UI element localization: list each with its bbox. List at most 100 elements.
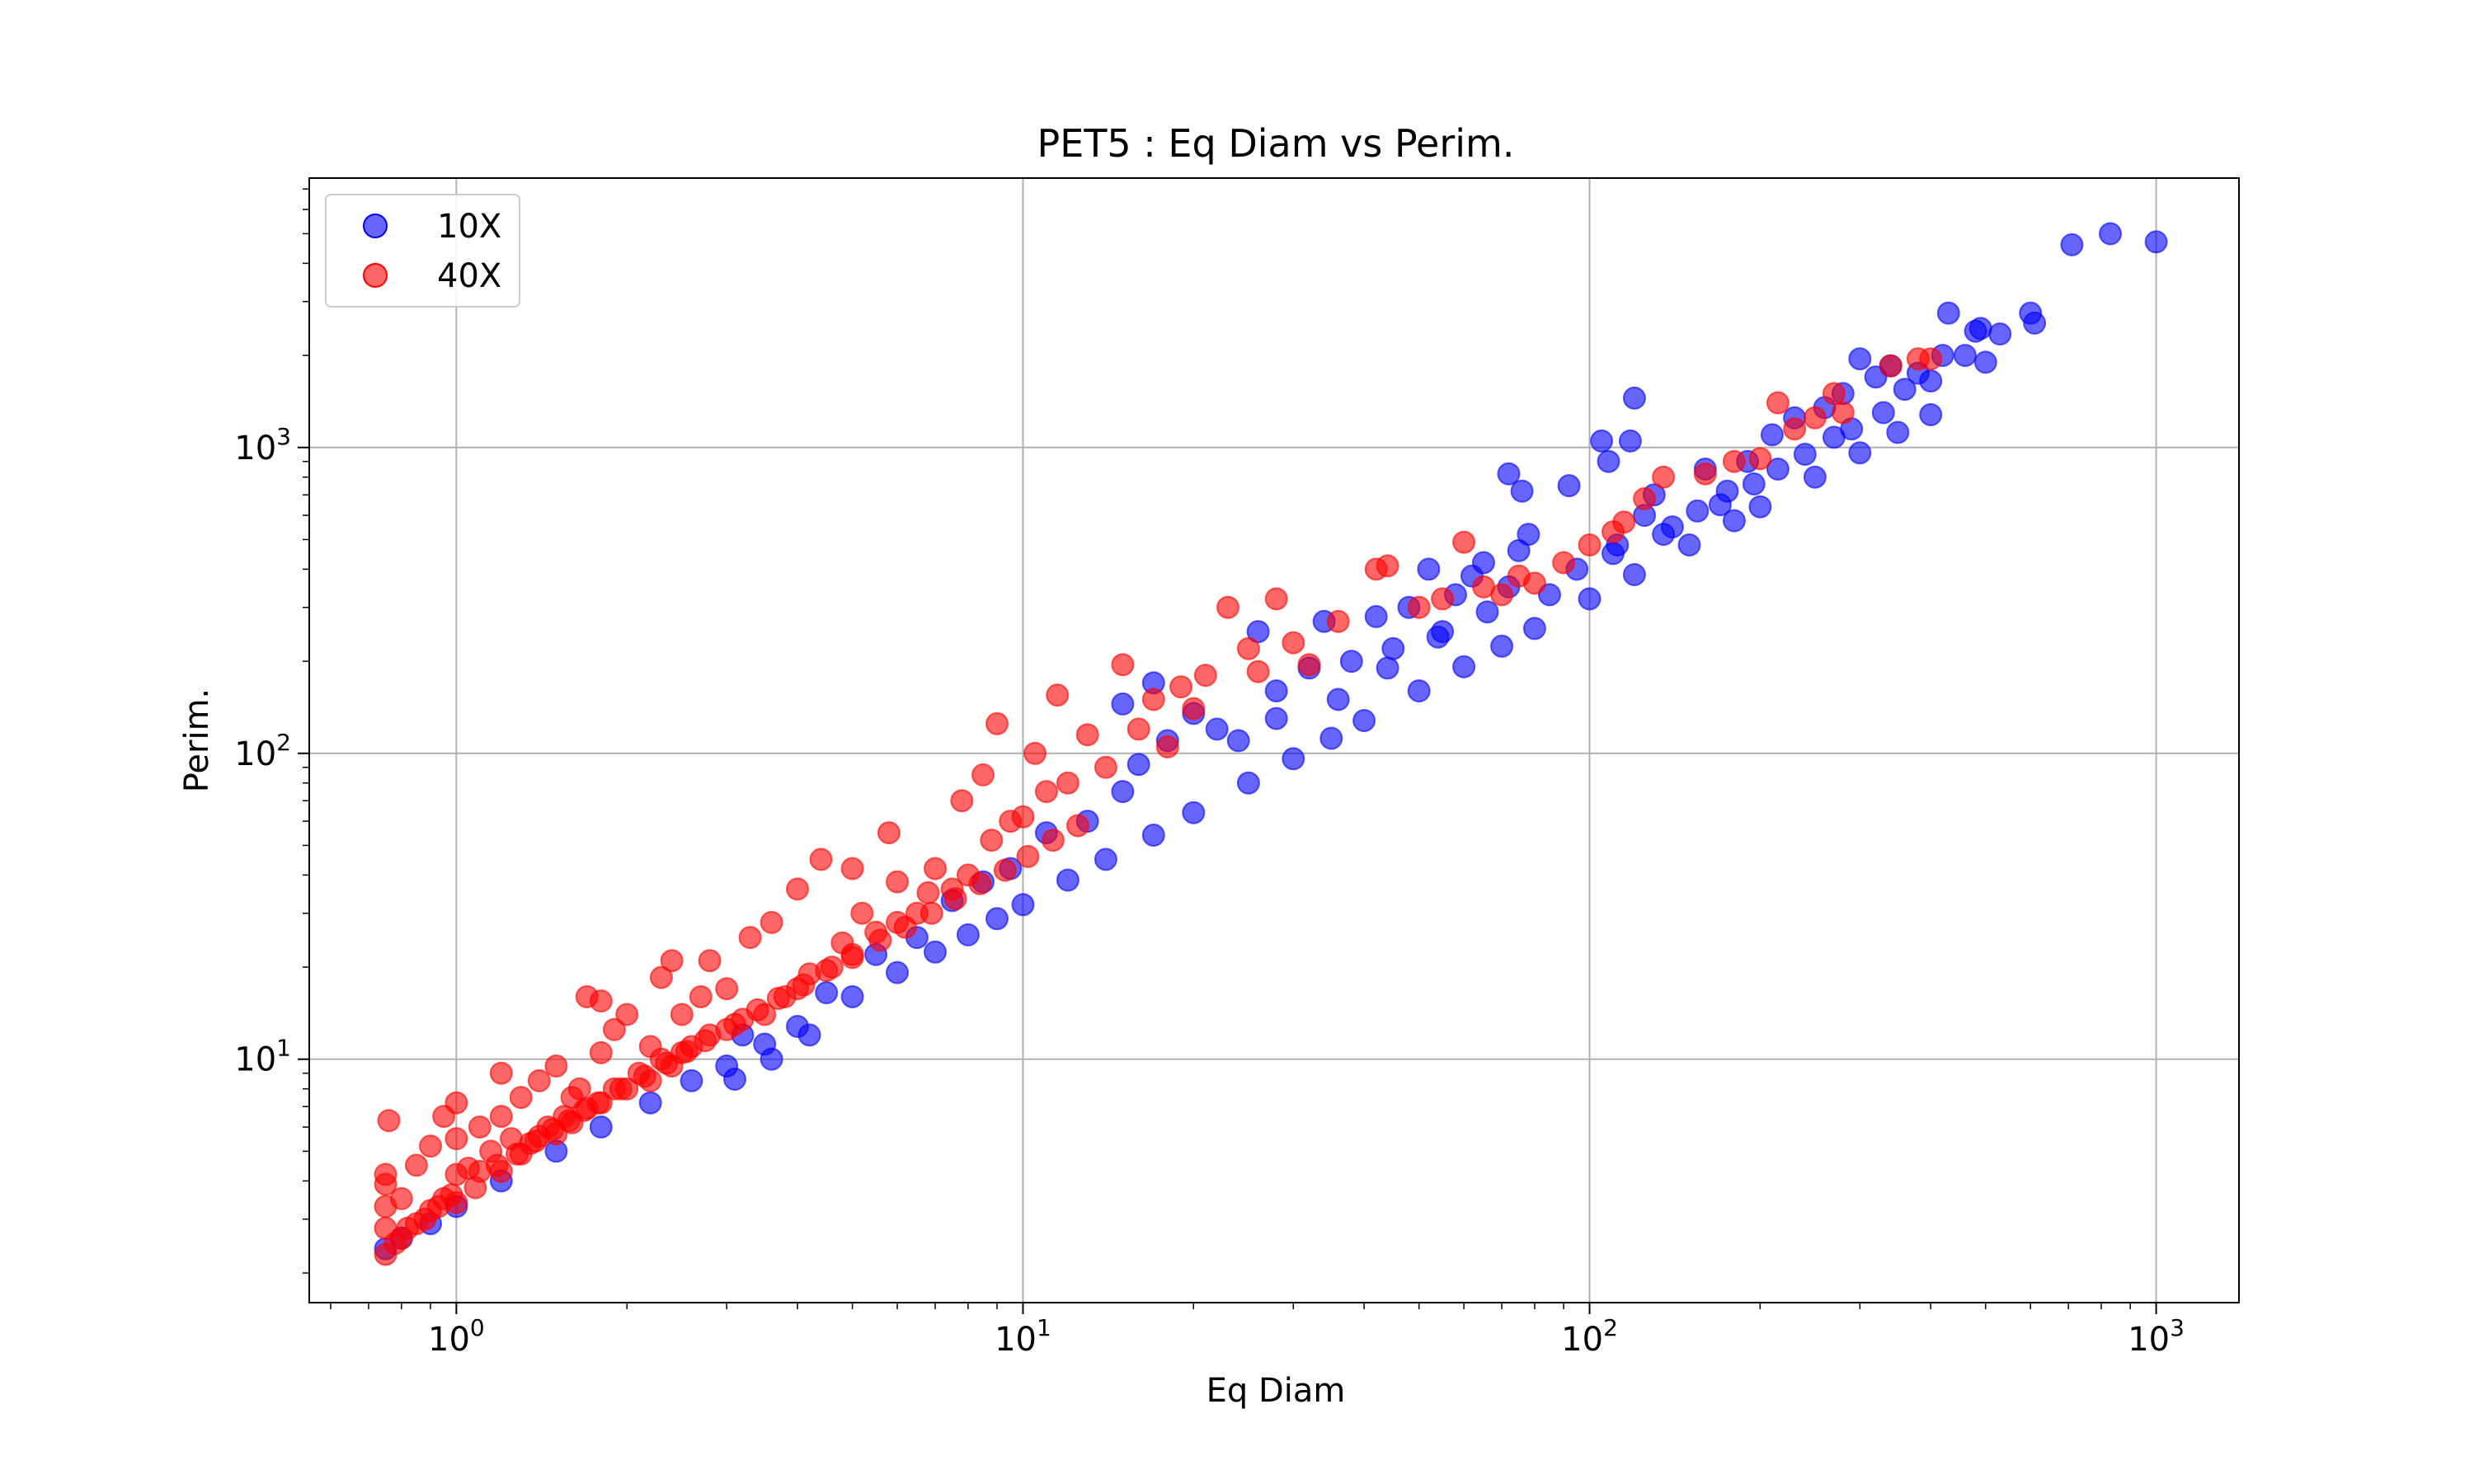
data-point — [760, 910, 783, 934]
x-tick-label: 103 — [2128, 1314, 2185, 1359]
data-point — [1264, 707, 1288, 730]
x-axis-label: Eq Diam — [1206, 1372, 1346, 1410]
data-point — [1111, 780, 1135, 804]
data-point — [1552, 551, 1576, 575]
data-point — [1919, 403, 1943, 426]
data-point — [1094, 755, 1117, 779]
data-point — [1075, 723, 1099, 747]
data-point — [797, 1023, 821, 1047]
chart-title: PET5 : Eq Diam vs Perim. — [1037, 121, 1515, 166]
data-point — [2023, 311, 2047, 335]
data-point — [1973, 350, 1997, 374]
data-point — [1886, 420, 1910, 444]
data-point — [1111, 653, 1135, 677]
data-point — [1282, 747, 1305, 771]
data-point — [1522, 617, 1546, 641]
data-point — [615, 1003, 639, 1026]
data-point — [1094, 848, 1117, 871]
data-point — [1236, 636, 1260, 660]
data-point — [1919, 369, 1943, 393]
data-point — [1475, 600, 1499, 624]
data-point — [1297, 653, 1321, 677]
data-point — [524, 1129, 548, 1153]
x-tick-label: 100 — [428, 1314, 485, 1359]
data-point — [1339, 650, 1363, 674]
data-point — [766, 987, 790, 1010]
data-point — [1693, 462, 1717, 486]
data-point — [1141, 824, 1165, 847]
data-point — [1246, 660, 1270, 683]
data-point — [609, 1077, 633, 1101]
data-point — [1169, 675, 1192, 699]
data-point — [1431, 587, 1455, 611]
data-point — [1793, 443, 1817, 466]
data-point — [920, 901, 943, 925]
data-point — [1011, 893, 1035, 917]
data-point — [1182, 801, 1206, 824]
data-point — [1748, 495, 1772, 519]
data-point — [1652, 465, 1676, 489]
data-point — [1919, 347, 1943, 371]
data-point — [1760, 423, 1784, 447]
data-point — [1578, 587, 1602, 611]
data-point — [1364, 604, 1388, 628]
data-point — [1126, 753, 1150, 777]
legend-label-10x: 10X — [437, 208, 501, 246]
data-point — [1236, 771, 1260, 795]
data-point — [1677, 533, 1701, 556]
data-point — [1715, 479, 1739, 503]
data-point — [738, 926, 762, 950]
data-point — [1034, 780, 1058, 804]
data-point — [924, 940, 947, 964]
data-point — [993, 858, 1017, 882]
data-point — [374, 1162, 397, 1186]
data-point — [1848, 347, 1872, 371]
data-point — [1141, 688, 1165, 711]
data-point — [1831, 401, 1855, 425]
data-point — [2060, 232, 2084, 256]
data-point — [694, 1029, 717, 1053]
data-point — [383, 1232, 407, 1256]
data-point — [1066, 814, 1089, 838]
y-tick-label: 103 — [234, 423, 291, 467]
series-40x — [374, 347, 1943, 1266]
x-tick-label: 102 — [1561, 1314, 1618, 1359]
data-point — [1472, 551, 1495, 575]
data-point — [1417, 557, 1441, 581]
data-point — [1748, 447, 1772, 471]
legend-marker-40x — [363, 263, 388, 288]
data-point — [1936, 301, 1960, 325]
data-point — [1848, 441, 1872, 465]
data-point — [602, 1017, 626, 1041]
data-point — [723, 1012, 746, 1036]
data-point — [485, 1153, 509, 1177]
data-point — [1686, 499, 1710, 523]
data-point — [760, 1047, 783, 1071]
data-point — [943, 887, 967, 910]
data-point — [1490, 634, 1514, 658]
y-tick-label: 101 — [234, 1035, 291, 1079]
data-point — [589, 1040, 613, 1064]
data-point — [1953, 344, 1977, 368]
data-point — [971, 763, 995, 787]
data-point — [815, 959, 839, 983]
data-point — [886, 960, 909, 984]
data-point — [868, 928, 892, 952]
data-point — [1803, 465, 1827, 489]
data-point — [1742, 472, 1766, 495]
data-point — [1822, 382, 1846, 406]
data-point — [1879, 354, 1903, 378]
data-point — [1016, 844, 1040, 868]
data-point — [2144, 230, 2168, 254]
data-point — [670, 1003, 694, 1026]
data-point — [660, 949, 684, 973]
data-point — [1193, 664, 1217, 688]
data-point — [916, 881, 940, 904]
data-point — [985, 711, 1009, 735]
data-point — [815, 981, 839, 1005]
data-point — [1182, 697, 1206, 721]
data-point — [404, 1153, 428, 1177]
data-point — [1264, 587, 1288, 611]
data-point — [1126, 717, 1150, 741]
data-point — [633, 1064, 656, 1088]
